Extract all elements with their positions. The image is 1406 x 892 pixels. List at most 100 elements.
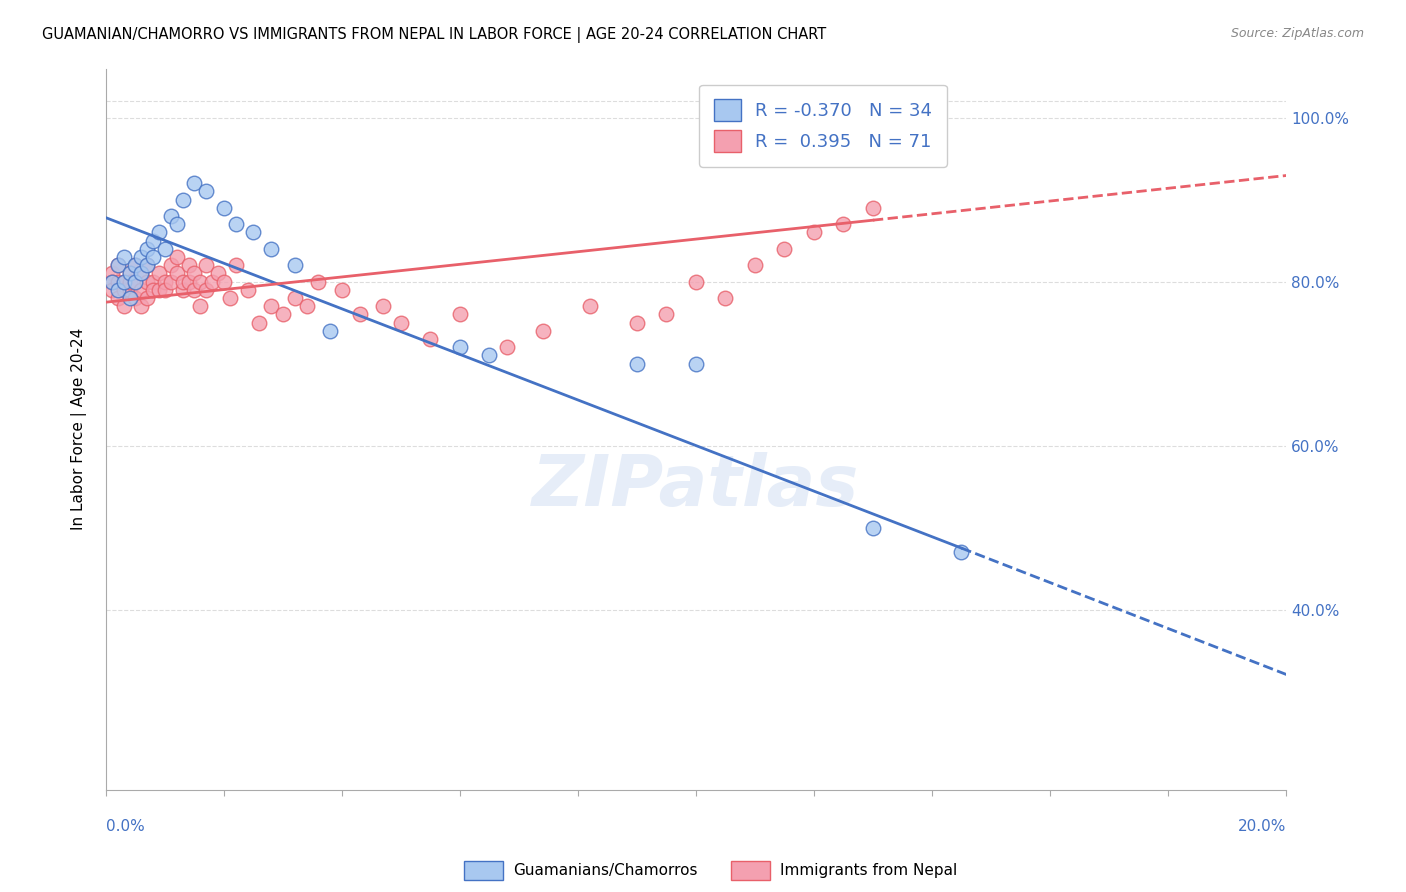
Point: [714, 291, 737, 305]
Text: Immigrants from Nepal: Immigrants from Nepal: [780, 863, 957, 878]
Point: [862, 520, 884, 534]
Point: [118, 291, 141, 305]
Point: [142, 275, 165, 289]
Point: [101, 275, 124, 289]
Point: [148, 226, 170, 240]
Point: [131, 283, 153, 297]
Point: [247, 316, 270, 330]
Point: [242, 226, 264, 240]
Text: ZIPatlas: ZIPatlas: [533, 452, 859, 522]
Point: [449, 308, 471, 322]
Point: [190, 275, 212, 289]
Point: [177, 275, 200, 289]
Point: [655, 308, 678, 322]
Text: Source: ZipAtlas.com: Source: ZipAtlas.com: [1230, 27, 1364, 40]
Point: [172, 283, 194, 297]
Point: [131, 250, 153, 264]
Point: [212, 201, 235, 215]
Point: [284, 258, 307, 272]
Point: [160, 209, 183, 223]
Point: [118, 267, 141, 281]
Point: [950, 545, 973, 559]
Point: [101, 267, 124, 281]
Point: [112, 299, 135, 313]
Point: [153, 242, 176, 256]
Point: [107, 258, 129, 272]
Point: [107, 283, 129, 297]
Point: [160, 258, 183, 272]
Point: [744, 258, 766, 272]
Text: Guamanians/Chamorros: Guamanians/Chamorros: [513, 863, 697, 878]
Point: [862, 201, 884, 215]
Point: [260, 242, 283, 256]
Point: [349, 308, 371, 322]
Point: [148, 267, 170, 281]
Point: [112, 283, 135, 297]
Point: [112, 250, 135, 264]
Point: [685, 357, 707, 371]
Text: 20.0%: 20.0%: [1237, 819, 1286, 834]
Point: [319, 324, 342, 338]
Point: [330, 283, 353, 297]
Point: [166, 267, 188, 281]
Point: [236, 283, 259, 297]
Point: [773, 242, 796, 256]
Point: [124, 275, 146, 289]
Point: [685, 275, 707, 289]
Point: [271, 308, 294, 322]
Text: GUAMANIAN/CHAMORRO VS IMMIGRANTS FROM NEPAL IN LABOR FORCE | AGE 20-24 CORRELATI: GUAMANIAN/CHAMORRO VS IMMIGRANTS FROM NE…: [42, 27, 827, 43]
Point: [478, 348, 501, 362]
Point: [177, 258, 200, 272]
Point: [172, 275, 194, 289]
Point: [112, 275, 135, 289]
Point: [131, 299, 153, 313]
Point: [153, 275, 176, 289]
Point: [578, 299, 600, 313]
Point: [172, 193, 194, 207]
Point: [107, 275, 129, 289]
Point: [136, 242, 159, 256]
Point: [201, 275, 224, 289]
Point: [531, 324, 554, 338]
Point: [225, 217, 247, 231]
Point: [219, 291, 242, 305]
Point: [260, 299, 283, 313]
Point: [183, 267, 205, 281]
Point: [183, 176, 205, 190]
Point: [212, 275, 235, 289]
Point: [124, 258, 146, 272]
Point: [118, 267, 141, 281]
Point: [124, 275, 146, 289]
Point: [195, 283, 218, 297]
Point: [419, 332, 441, 346]
Point: [107, 258, 129, 272]
Point: [131, 267, 153, 281]
Point: [183, 283, 205, 297]
Point: [142, 250, 165, 264]
Point: [142, 234, 165, 248]
Point: [307, 275, 329, 289]
Point: [195, 258, 218, 272]
Point: [101, 283, 124, 297]
Point: [142, 283, 165, 297]
Legend: R = -0.370   N = 34, R =  0.395   N = 71: R = -0.370 N = 34, R = 0.395 N = 71: [699, 85, 946, 167]
Point: [190, 299, 212, 313]
Point: [166, 250, 188, 264]
Point: [160, 275, 183, 289]
Point: [626, 316, 648, 330]
Point: [118, 275, 141, 289]
Point: [284, 291, 307, 305]
Point: [195, 185, 218, 199]
Point: [136, 291, 159, 305]
Point: [118, 283, 141, 297]
Point: [166, 217, 188, 231]
Y-axis label: In Labor Force | Age 20-24: In Labor Force | Age 20-24: [72, 328, 87, 531]
Point: [389, 316, 412, 330]
Point: [124, 291, 146, 305]
Point: [832, 217, 855, 231]
Point: [449, 340, 471, 354]
Point: [373, 299, 395, 313]
Point: [496, 340, 519, 354]
Point: [148, 283, 170, 297]
Point: [626, 357, 648, 371]
